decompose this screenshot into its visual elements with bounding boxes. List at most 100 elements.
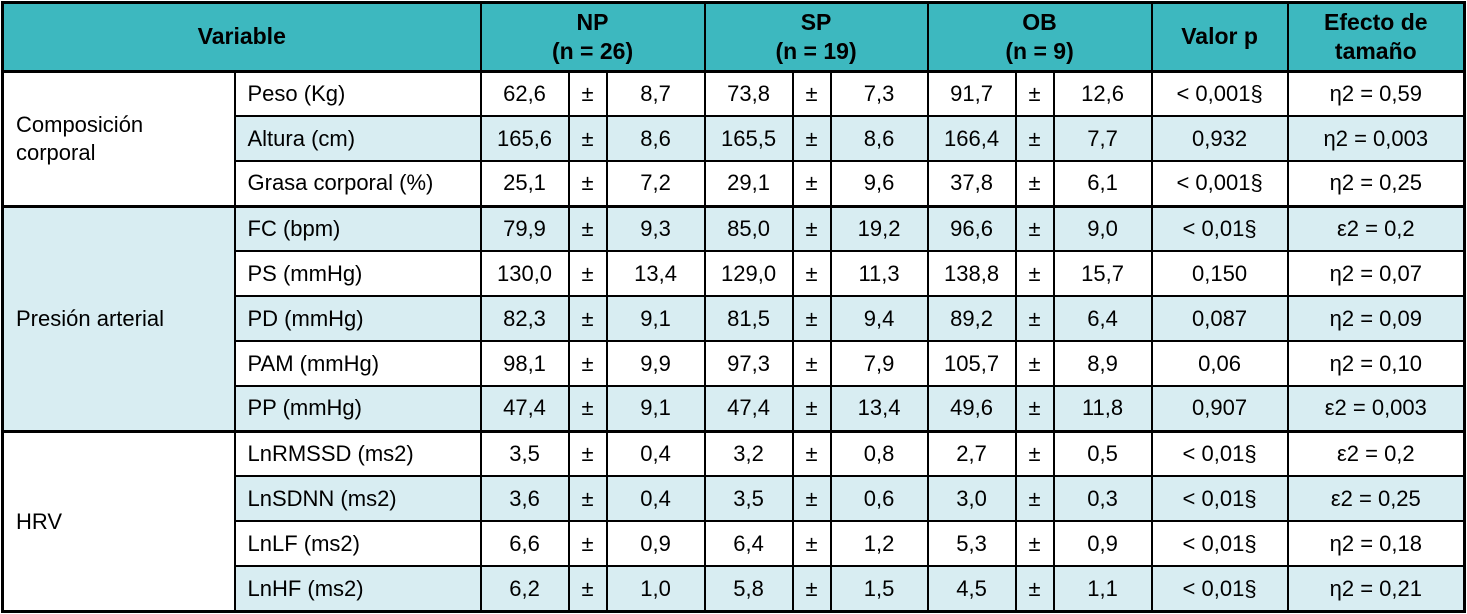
table-row: Composición corporal Peso (Kg) 62,6 ±8,7 73,… [1,69,1466,208]
np-plus-minus-cell: ± [567,69,608,118]
np-mean-cell: 98,1 [479,340,570,388]
ob-plus-minus-cell: ± [1014,295,1055,343]
table-row: Presión arterial FC (bpm) 79,9 ±9,3 85,0 ±19,… [1,204,1466,433]
np-mean-cell: 3,6 [479,475,570,523]
ob-sd-cell: 6,1 [1052,160,1153,208]
np-sd-cell: 1,0 [605,565,706,613]
sp-mean-cell: 3,2 [703,429,794,478]
np-mean-cell: 3,5 [479,429,570,478]
p-value-cell: 0,150 [1150,250,1289,298]
table-row: PS (mmHg) 130,0 ±13,4 129,0 ±11,3 138,8 ±15,7 0… [3,250,1466,298]
ob-mean-cell: 49,6 [926,385,1017,433]
ob-sd-cell: 0,9 [1052,520,1153,568]
sp-plus-minus-cell: ± [791,250,832,298]
sp-sd-cell: 9,6 [829,160,929,208]
ob-sd-cell: 11,8 [1052,385,1153,433]
np-sd-cell: 0,4 [605,429,706,478]
group-label-cell: Composición corporal [1,69,236,208]
np-mean-cell: 82,3 [479,295,570,343]
effect-size-cell: ε2 = 0,2 [1286,204,1466,253]
ob-mean-cell: 5,3 [926,520,1017,568]
table-row: LnLF (ms2) 6,6 ±0,9 6,4 ±1,2 5,3 ±0,9 < 0,01§ η2… [3,520,1466,568]
variable-name-cell: PS (mmHg) [233,250,482,298]
table-row: LnSDNN (ms2) 3,6 ±0,4 3,5 ±0,6 3,0 ±0,3 < 0,01§… [3,475,1466,523]
sp-sd-cell: 8,6 [829,115,929,163]
np-mean-cell: 79,9 [479,204,570,253]
sp-plus-minus-cell: ± [791,160,832,208]
ob-mean-cell: 91,7 [926,69,1017,118]
ob-plus-minus-cell: ± [1014,160,1055,208]
ob-mean-cell: 89,2 [926,295,1017,343]
variable-name-cell: Grasa corporal (%) [233,160,482,208]
sp-sd-cell: 1,2 [829,520,929,568]
variable-name-cell: LnHF (ms2) [233,565,482,613]
np-mean-cell: 130,0 [479,250,570,298]
ob-mean-cell: 3,0 [926,475,1017,523]
effect-size-cell: η2 = 0,18 [1286,520,1466,568]
sp-sd-cell: 0,6 [829,475,929,523]
effect-size-cell: η2 = 0,21 [1286,565,1466,613]
np-plus-minus-cell: ± [567,115,608,163]
sp-sd-cell: 0,8 [829,429,929,478]
ob-plus-minus-cell: ± [1014,565,1055,613]
sp-sd-cell: 13,4 [829,385,929,433]
np-mean-cell: 47,4 [479,385,570,433]
ob-plus-minus-cell: ± [1014,340,1055,388]
ob-plus-minus-cell: ± [1014,475,1055,523]
ob-plus-minus-cell: ± [1014,69,1055,118]
np-sd-cell: 9,1 [605,295,706,343]
group-np-label: NP [576,9,609,35]
sp-plus-minus-cell: ± [791,340,832,388]
p-value-cell: < 0,001§ [1150,160,1289,208]
variable-name-cell: PD (mmHg) [233,295,482,343]
sp-mean-cell: 129,0 [703,250,794,298]
group-ob-n: (n = 9) [1005,37,1074,64]
np-plus-minus-cell: ± [567,385,608,433]
variable-name-cell: PP (mmHg) [233,385,482,433]
p-value-cell: < 0,01§ [1150,520,1289,568]
sp-sd-cell: 7,3 [829,69,929,118]
effect-size-cell: η2 = 0,07 [1286,250,1466,298]
ob-sd-cell: 7,7 [1052,115,1153,163]
p-value-cell: 0,06 [1150,340,1289,388]
variable-name-cell: LnSDNN (ms2) [233,475,482,523]
effect-size-cell: η2 = 0,003 [1286,115,1466,163]
sp-plus-minus-cell: ± [791,520,832,568]
sp-mean-cell: 85,0 [703,204,794,253]
sp-plus-minus-cell: ± [791,475,832,523]
effect-size-cell: η2 = 0,59 [1286,69,1466,118]
variable-name-cell: LnRMSSD (ms2) [233,429,482,478]
sp-mean-cell: 3,5 [703,475,794,523]
sp-plus-minus-cell: ± [791,429,832,478]
header-group-sp: SP (n = 19) [703,1,929,72]
ob-sd-cell: 12,6 [1052,69,1153,118]
variable-name-cell: FC (bpm) [233,204,482,253]
np-sd-cell: 0,4 [605,475,706,523]
np-plus-minus-cell: ± [567,295,608,343]
sp-mean-cell: 97,3 [703,340,794,388]
p-value-cell: 0,907 [1150,385,1289,433]
variable-name-cell: Altura (cm) [233,115,482,163]
group-ob-label: OB [1022,9,1057,35]
table-body: Composición corporal Peso (Kg) 62,6 ±8,7 73,… [1,69,1466,613]
ob-sd-cell: 6,4 [1052,295,1153,343]
sp-mean-cell: 29,1 [703,160,794,208]
variable-name-cell: Peso (Kg) [233,69,482,118]
table-row: HRV LnRMSSD (ms2) 3,5 ±0,4 3,2 ±0,8 2,7 ±0,5 < 0… [1,429,1466,613]
sp-mean-cell: 6,4 [703,520,794,568]
group-sp-n: (n = 19) [775,37,857,64]
effect-size-cell: ε2 = 0,25 [1286,475,1466,523]
np-sd-cell: 7,2 [605,160,706,208]
ob-mean-cell: 2,7 [926,429,1017,478]
effect-size-cell: ε2 = 0,003 [1286,385,1466,433]
p-value-cell: < 0,01§ [1150,475,1289,523]
p-value-cell: 0,932 [1150,115,1289,163]
sp-sd-cell: 7,9 [829,340,929,388]
table-row: LnHF (ms2) 6,2 ±1,0 5,8 ±1,5 4,5 ±1,1 < 0,01§ η2… [3,565,1466,613]
ob-sd-cell: 9,0 [1052,204,1153,253]
ob-sd-cell: 0,5 [1052,429,1153,478]
table-header: Variable NP (n = 26) SP (n = 19) OB (n =… [1,1,1466,72]
np-plus-minus-cell: ± [567,520,608,568]
np-sd-cell: 9,9 [605,340,706,388]
